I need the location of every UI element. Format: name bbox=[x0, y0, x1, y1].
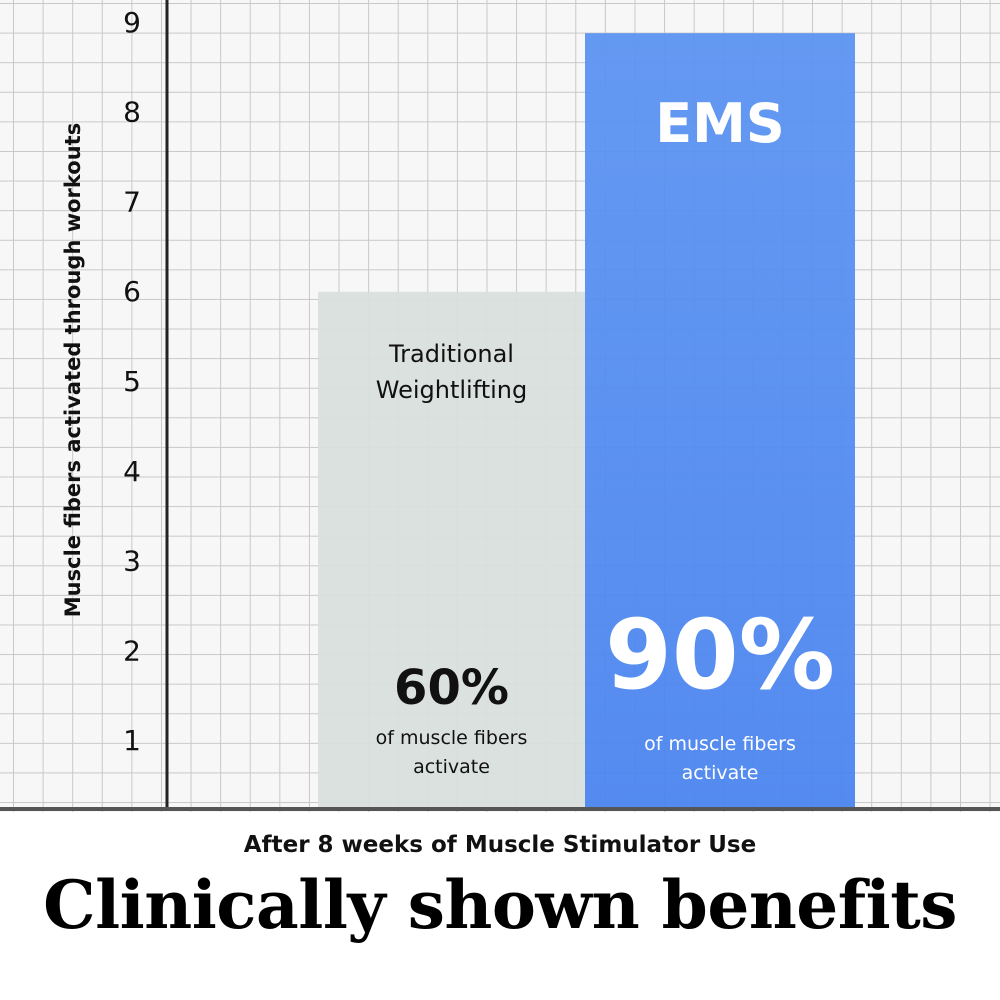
y-tick-label: 1 bbox=[123, 724, 141, 757]
y-tick-label: 4 bbox=[123, 455, 141, 488]
bar-value-traditional: 60% of muscle fibers activate bbox=[318, 660, 585, 782]
bar-category-label: EMS bbox=[655, 92, 785, 155]
bar-chart: 1 2 3 4 5 6 7 8 9 bbox=[0, 0, 1000, 811]
bar-caption: of muscle fibers activate bbox=[644, 733, 796, 784]
bar-category-label: Traditional Weightlifting bbox=[375, 340, 528, 404]
bar-percent-label: 90% bbox=[605, 599, 835, 711]
bar-value-ems: 90% of muscle fibers activate bbox=[585, 600, 855, 788]
chart-title: Clinically shown benefits bbox=[43, 866, 957, 944]
bar-percent-label: 60% bbox=[394, 660, 509, 716]
y-tick-label: 7 bbox=[123, 185, 141, 218]
y-tick-label: 5 bbox=[123, 365, 141, 398]
bar-label-traditional: Traditional Weightlifting bbox=[318, 336, 585, 408]
y-axis-label: Muscle fibers activated through workouts bbox=[61, 122, 85, 618]
y-tick-label: 2 bbox=[123, 634, 141, 667]
y-tick-label: 9 bbox=[123, 6, 141, 39]
x-axis-label: After 8 weeks of Muscle Stimulator Use bbox=[243, 832, 757, 858]
bar-caption: of muscle fibers activate bbox=[375, 727, 528, 778]
bar-ems bbox=[585, 33, 855, 809]
y-tick-label: 8 bbox=[123, 96, 141, 129]
bar-traditional-weightlifting bbox=[318, 291, 585, 809]
bar-label-ems: EMS bbox=[585, 92, 855, 155]
y-tick-label: 6 bbox=[123, 275, 141, 308]
y-tick-label: 3 bbox=[123, 545, 141, 578]
